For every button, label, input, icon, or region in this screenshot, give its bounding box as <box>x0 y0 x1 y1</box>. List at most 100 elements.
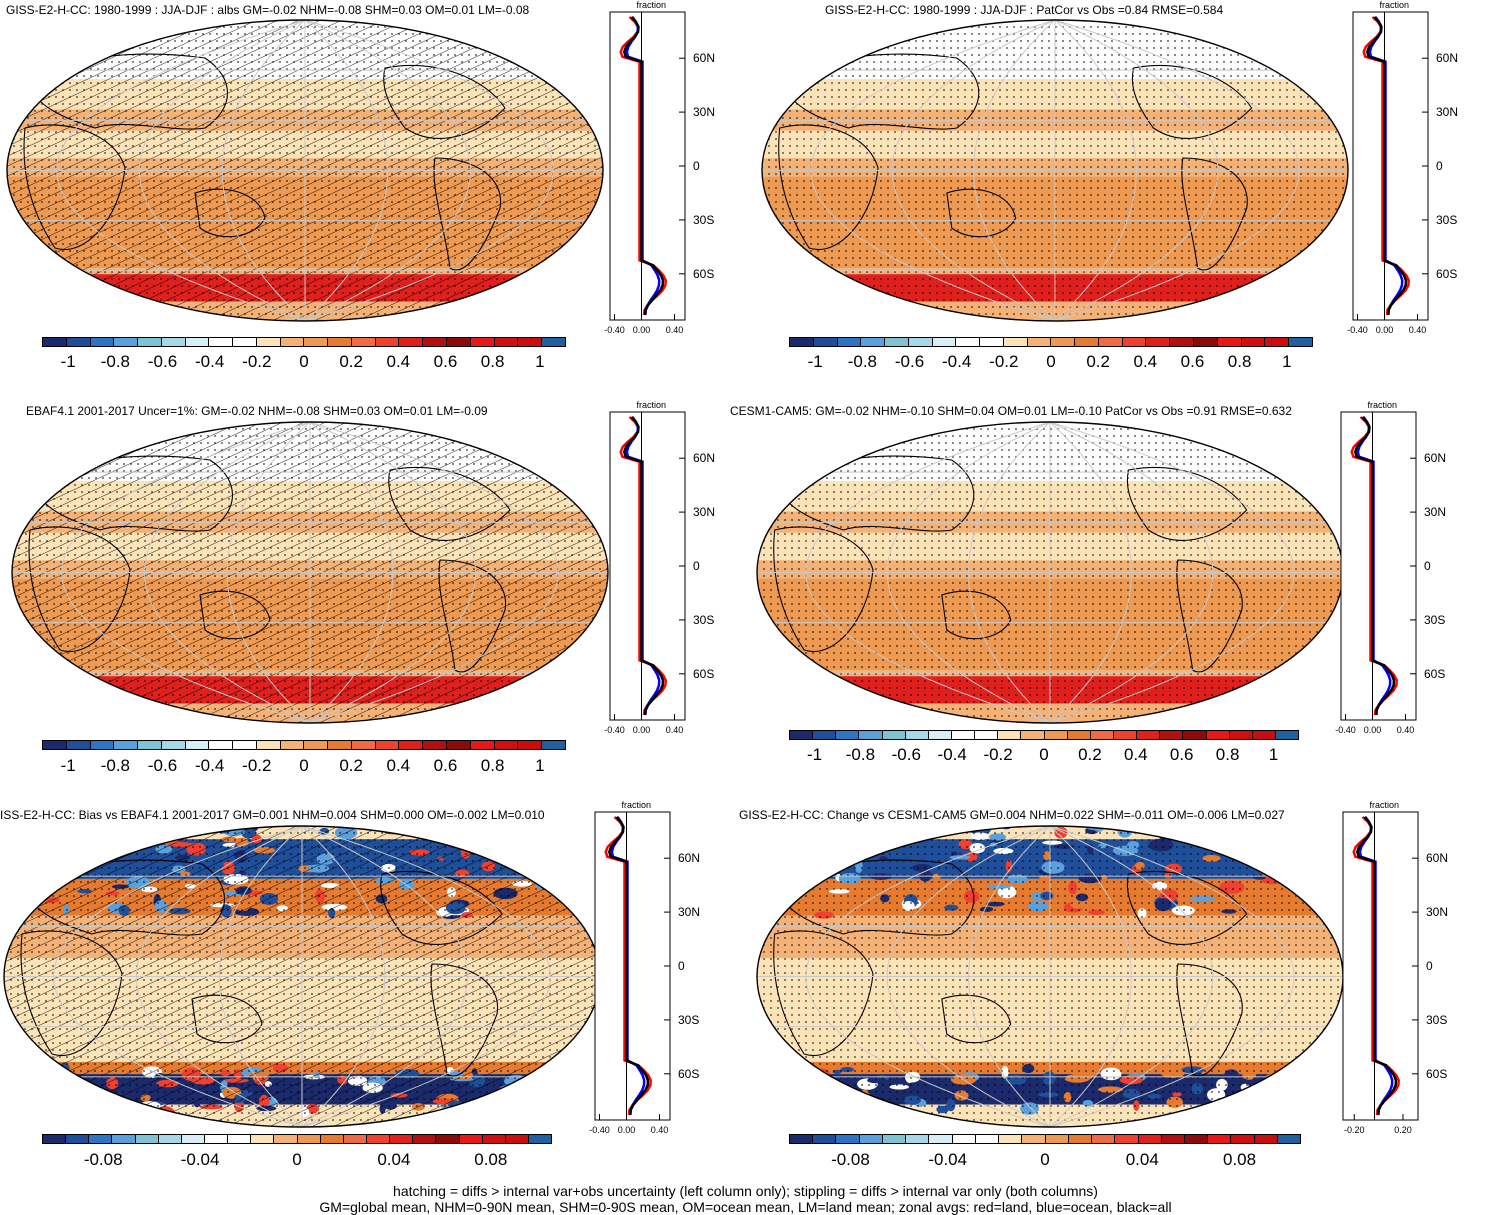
colorbar-swatch <box>138 741 162 749</box>
field-blob <box>786 870 800 883</box>
colorbar-label: 0.8 <box>480 756 505 775</box>
colorbar-swatch <box>399 338 424 346</box>
colorbar-swatch <box>351 741 376 749</box>
colorbar-swatch <box>494 741 519 749</box>
colorbar-swatch <box>413 1135 437 1143</box>
field-blob <box>758 1097 783 1105</box>
graticule-meridian <box>1049 826 1132 1127</box>
colorbar-swatch <box>161 741 186 749</box>
colorbar-label: 0.2 <box>1078 745 1102 764</box>
zonal-all-line <box>622 416 665 716</box>
colorbar-swatch <box>1217 338 1242 346</box>
field-blob <box>818 1105 832 1112</box>
field-blob <box>25 826 40 832</box>
field-blob <box>792 840 800 853</box>
colorbar-swatch <box>228 1135 252 1143</box>
colorbar-label: -0.2 <box>242 352 272 371</box>
colorbar-label: -0.08 <box>831 1150 870 1169</box>
colorbar-swatch <box>885 338 909 346</box>
field-blob <box>89 826 115 830</box>
colorbar-swatch <box>1027 338 1052 346</box>
field-blob <box>1273 1086 1294 1098</box>
field-blob <box>845 838 857 852</box>
colorbar-swatch <box>906 1135 930 1143</box>
colorbar-swatch <box>1229 731 1253 739</box>
colorbar-swatch <box>905 731 929 739</box>
graticule-meridian <box>304 20 471 321</box>
field-blob <box>821 840 831 847</box>
graticule-meridian <box>968 826 1051 1127</box>
colorbar-swatch <box>813 338 838 346</box>
graticule-meridian <box>1049 422 1214 723</box>
graticule-meridian <box>886 826 1051 1127</box>
colorbar-label: -1 <box>807 352 823 371</box>
colorbar-label: 0.08 <box>1223 1150 1257 1169</box>
zonal-lat-label: 0 <box>693 159 700 173</box>
colorbar-swatch <box>89 1135 113 1143</box>
colorbar-swatch <box>999 1135 1023 1143</box>
field-blob <box>781 903 790 908</box>
field-blob <box>1216 1101 1230 1108</box>
colorbar-label: -0.8 <box>845 745 876 764</box>
field-blob <box>820 1102 828 1112</box>
colorbar-swatch <box>114 741 139 749</box>
field-blob <box>38 1094 47 1107</box>
field-blob <box>800 839 826 852</box>
panel-title: GISS-E2-H-CC: Change vs CESM1-CAM5 GM=0.… <box>739 808 1285 822</box>
field-blob <box>14 862 40 870</box>
field-blob <box>41 837 63 845</box>
colorbar-swatch <box>423 338 448 346</box>
colorbar <box>42 740 566 750</box>
colorbar-swatch <box>1146 338 1171 346</box>
graticule-meridian <box>61 422 311 723</box>
colorbar-label: 0 <box>299 756 309 775</box>
graticule-meridian <box>805 422 1051 723</box>
field-blob <box>102 837 125 851</box>
zonal-lat-label: 60N <box>678 851 700 865</box>
field-blob <box>810 1105 834 1114</box>
zonal-x-label: 0.40 <box>666 325 684 335</box>
graticule-meridian <box>304 20 554 321</box>
colorbar-swatch <box>1161 1135 1185 1143</box>
colorbar-label: 0 <box>1046 352 1056 371</box>
colorbar-swatch <box>43 741 67 749</box>
field-blob <box>448 838 468 844</box>
colorbar-swatch <box>328 741 352 749</box>
colorbar-swatch <box>1092 1135 1116 1143</box>
colorbar-swatch <box>114 338 139 346</box>
colorbar-swatch <box>837 338 862 346</box>
colorbar-swatch <box>1067 731 1091 739</box>
graticule-meridian <box>301 826 551 1127</box>
colorbar-swatch <box>90 338 115 346</box>
colorbar-swatch <box>459 1135 483 1143</box>
field-blob <box>543 1090 564 1096</box>
colorbar-label: -0.6 <box>894 352 925 371</box>
field-blob <box>1261 850 1278 864</box>
colorbar-label: -0.6 <box>147 352 178 371</box>
colorbar-swatch <box>1194 338 1218 346</box>
zonal-frame <box>1352 11 1429 321</box>
colorbar-swatch <box>494 338 519 346</box>
graticule-meridian <box>309 422 476 723</box>
zonal-lat-label: 0 <box>1436 159 1443 173</box>
graticule-meridian <box>53 826 303 1127</box>
zonal-lat-label: 30N <box>1424 505 1446 519</box>
field-blob <box>1299 827 1306 835</box>
colorbar-swatch <box>181 1135 205 1143</box>
zonal-x-label: 0.00 <box>618 1125 636 1135</box>
colorbar-swatch <box>1183 731 1207 739</box>
field-blob <box>1210 836 1230 850</box>
zonal-lat-label: 30N <box>693 505 715 519</box>
graticule-meridian <box>1054 20 1137 321</box>
field-blob <box>789 878 801 892</box>
field-blob <box>1286 1078 1311 1091</box>
colorbar-label: 0 <box>299 352 309 371</box>
colorbar-swatch <box>1241 338 1266 346</box>
colorbar-swatch <box>980 338 1004 346</box>
colorbar-swatch <box>436 1135 460 1143</box>
colorbar-swatch <box>1160 731 1184 739</box>
colorbar-labels: -1 -0.8 -0.6 -0.4 -0.2 0 0.2 0.4 0.6 0.8 1 <box>789 745 1299 765</box>
field-blob <box>1307 899 1318 905</box>
colorbar-swatch <box>233 338 257 346</box>
colorbar-swatch <box>256 741 281 749</box>
